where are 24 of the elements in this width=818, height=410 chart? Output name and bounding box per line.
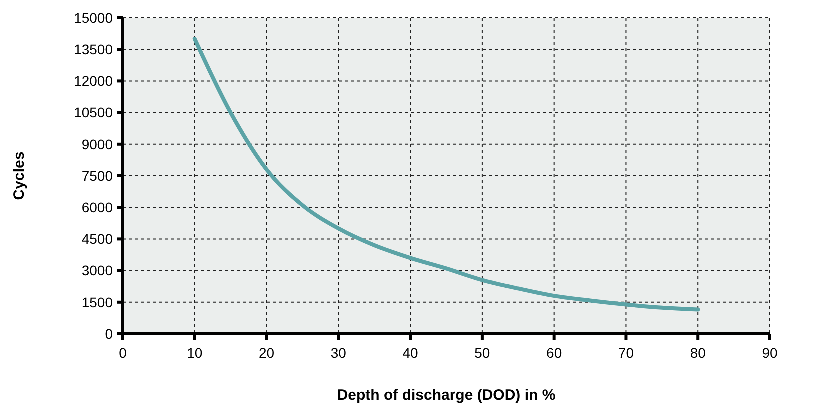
x-tick-label: 20 (258, 345, 275, 361)
x-tick-label: 30 (330, 345, 347, 361)
x-axis-title: Depth of discharge (DOD) in % (337, 387, 556, 404)
x-tick-label: 90 (762, 345, 778, 361)
y-tick-label: 6000 (82, 200, 114, 216)
y-tick-label: 9000 (82, 136, 114, 152)
x-tick-label: 10 (187, 345, 203, 361)
x-tick-label: 50 (474, 345, 490, 361)
y-tick-label: 4500 (82, 231, 114, 248)
x-tick-label: 80 (690, 345, 706, 361)
y-tick-label: 3000 (82, 262, 114, 279)
y-tick-label: 7500 (82, 168, 114, 184)
x-tick-label: 70 (618, 345, 634, 361)
y-tick-label: 10500 (74, 104, 114, 121)
x-tick-label: 40 (402, 345, 419, 361)
x-tick-label: 0 (119, 345, 128, 361)
y-tick-label: 0 (105, 326, 114, 342)
y-tick-label: 13500 (74, 42, 114, 58)
y-tick-label: 1500 (82, 294, 114, 310)
y-tick-label: 15000 (74, 10, 114, 26)
line-series (192, 37, 700, 312)
x-tick-label: 60 (546, 345, 562, 361)
y-tick-label: 12000 (74, 73, 114, 90)
y-axis-title: Cycles (11, 152, 28, 200)
